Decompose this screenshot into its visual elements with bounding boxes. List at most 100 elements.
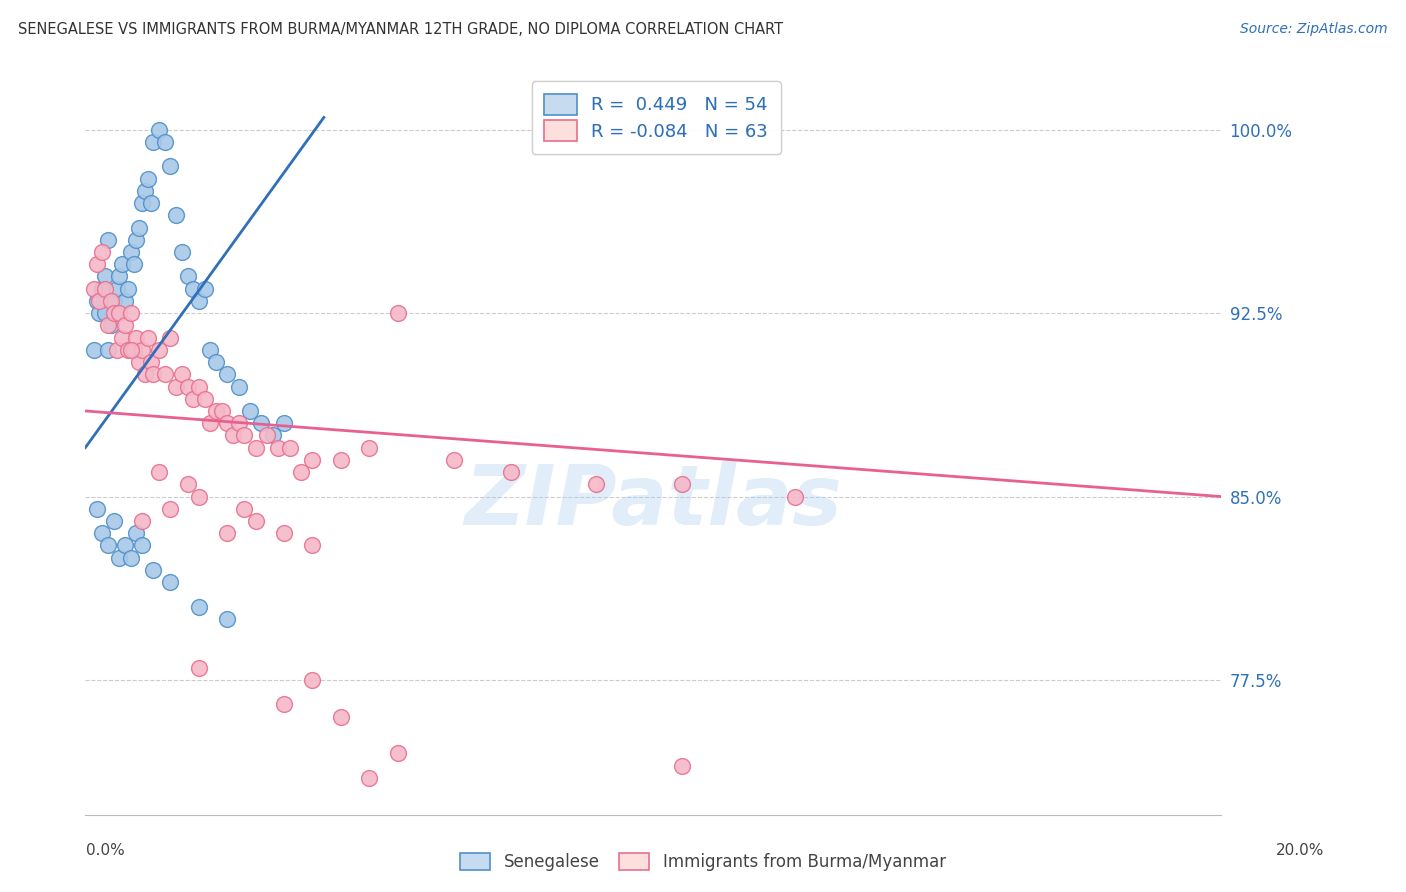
Point [97, 233, 120, 247]
Point [100, 318, 122, 333]
Text: ZIPatlas: ZIPatlas [464, 461, 842, 541]
Point [194, 282, 217, 296]
Point [125, 330, 148, 344]
Point [105, 282, 128, 296]
Point [86, 501, 108, 516]
Point [108, 306, 131, 320]
Point [217, 416, 239, 430]
Point [262, 428, 284, 442]
Point [103, 306, 125, 320]
Point [111, 257, 134, 271]
Point [176, 477, 198, 491]
Point [128, 355, 150, 369]
Point [217, 612, 239, 626]
Point [131, 343, 153, 357]
Point [359, 441, 381, 455]
Point [187, 490, 209, 504]
Point [278, 441, 301, 455]
Point [273, 416, 295, 430]
Point [108, 269, 131, 284]
Point [187, 661, 209, 675]
Point [267, 441, 290, 455]
Point [89, 306, 111, 320]
Point [256, 428, 278, 442]
Point [117, 343, 139, 357]
Point [671, 477, 693, 491]
Point [387, 747, 409, 761]
Point [97, 343, 120, 357]
Point [228, 379, 250, 393]
Point [122, 343, 145, 357]
Point [131, 196, 153, 211]
Point [671, 758, 693, 772]
Point [301, 539, 323, 553]
Point [217, 368, 239, 382]
Point [103, 514, 125, 528]
Point [142, 368, 165, 382]
Point [301, 673, 323, 687]
Point [273, 526, 295, 541]
Point [131, 514, 153, 528]
Point [501, 465, 523, 479]
Point [443, 453, 465, 467]
Point [91, 244, 114, 259]
Point [159, 575, 181, 590]
Point [83, 282, 105, 296]
Point [181, 282, 204, 296]
Point [131, 539, 153, 553]
Point [148, 343, 170, 357]
Point [94, 306, 117, 320]
Point [120, 550, 142, 565]
Point [111, 330, 134, 344]
Point [86, 293, 108, 308]
Point [142, 135, 165, 149]
Point [114, 539, 136, 553]
Point [103, 293, 125, 308]
Point [134, 184, 156, 198]
Point [128, 220, 150, 235]
Point [86, 257, 108, 271]
Point [139, 355, 162, 369]
Point [136, 330, 159, 344]
Point [120, 244, 142, 259]
Point [205, 355, 228, 369]
Point [91, 526, 114, 541]
Point [122, 257, 145, 271]
Point [105, 343, 128, 357]
Point [148, 122, 170, 136]
Point [585, 477, 607, 491]
Point [290, 465, 312, 479]
Point [114, 318, 136, 333]
Text: 0.0%: 0.0% [86, 843, 125, 858]
Point [181, 392, 204, 406]
Point [228, 416, 250, 430]
Point [387, 306, 409, 320]
Point [89, 293, 111, 308]
Point [233, 501, 256, 516]
Point [245, 441, 267, 455]
Point [200, 343, 222, 357]
Point [97, 539, 120, 553]
Point [170, 244, 193, 259]
Point [245, 514, 267, 528]
Point [108, 550, 131, 565]
Point [117, 282, 139, 296]
Point [187, 293, 209, 308]
Point [200, 416, 222, 430]
Point [176, 379, 198, 393]
Point [159, 330, 181, 344]
Point [211, 404, 233, 418]
Point [120, 306, 142, 320]
Point [83, 343, 105, 357]
Point [153, 135, 176, 149]
Point [187, 379, 209, 393]
Point [165, 379, 187, 393]
Point [94, 282, 117, 296]
Legend: Senegalese, Immigrants from Burma/Myanmar: Senegalese, Immigrants from Burma/Myanma… [451, 845, 955, 880]
Point [329, 453, 352, 467]
Point [114, 293, 136, 308]
Point [194, 392, 217, 406]
Point [329, 709, 352, 723]
Point [359, 771, 381, 785]
Point [239, 404, 262, 418]
